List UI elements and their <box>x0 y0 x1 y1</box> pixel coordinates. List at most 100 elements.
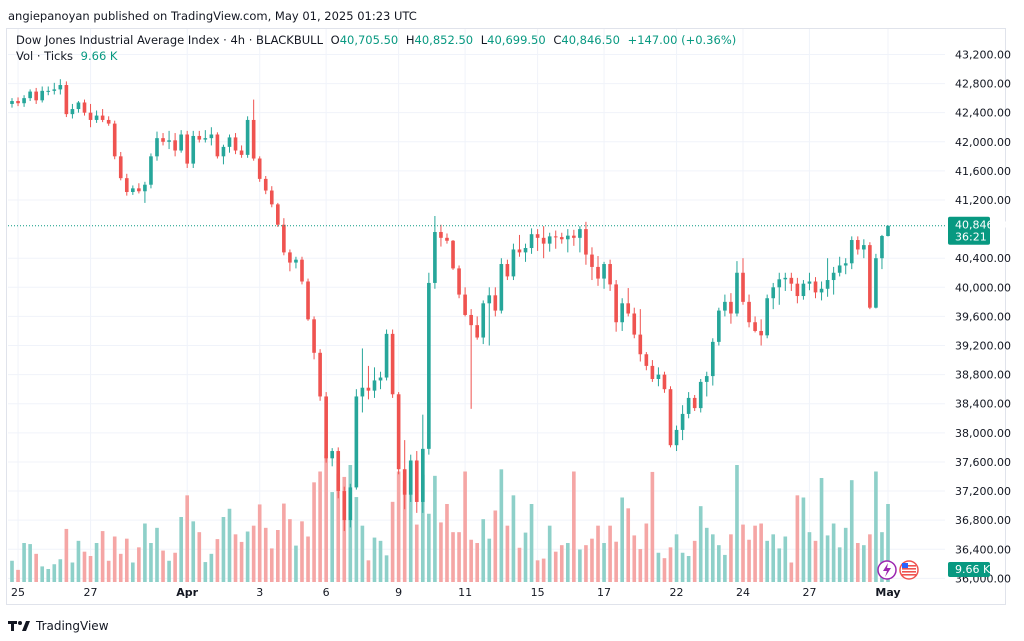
candle <box>203 130 208 143</box>
candle-body <box>517 249 522 253</box>
volume-bar <box>64 528 69 582</box>
candle-body <box>825 280 830 289</box>
volume-bar <box>336 473 341 582</box>
candle <box>288 249 292 272</box>
candle <box>795 277 800 304</box>
candle <box>245 116 250 158</box>
candle <box>807 272 812 291</box>
volume-bar <box>354 497 359 582</box>
volume-bar <box>535 560 540 582</box>
candle <box>348 483 353 528</box>
candle-body <box>662 374 667 390</box>
volume-legend[interactable]: Vol · Ticks 9.66 K <box>16 49 121 64</box>
candle-body <box>173 140 177 151</box>
candle-body <box>167 140 171 142</box>
volume-bar <box>366 560 371 582</box>
candle <box>729 293 733 324</box>
open-value: 40,705.50 <box>339 33 399 47</box>
candle <box>584 221 588 265</box>
candle-body <box>475 325 479 338</box>
tradingview-footer[interactable]: TradingView <box>8 617 109 635</box>
volume-bar <box>759 523 763 582</box>
countdown-label: 36:21 <box>955 231 987 244</box>
candle-body <box>76 102 81 110</box>
candle <box>499 258 504 314</box>
candle-body <box>451 240 455 269</box>
candle <box>644 352 649 371</box>
candle <box>10 98 14 108</box>
y-tick-label: 39,600.00 <box>955 310 1011 323</box>
volume-bar <box>499 469 504 582</box>
candle-body <box>602 264 606 279</box>
candle <box>698 378 703 413</box>
tradingview-logo-icon <box>8 621 30 631</box>
volume-bar <box>76 540 81 582</box>
volume-bar <box>862 545 866 582</box>
candle-body <box>547 236 552 244</box>
candle-body <box>843 263 848 266</box>
candle <box>76 101 81 113</box>
volume-bar <box>221 517 226 582</box>
volume-bar <box>112 536 117 582</box>
volume-bar <box>541 558 546 582</box>
candle <box>620 298 624 331</box>
volume-bar <box>559 545 564 582</box>
x-tick-label: 22 <box>670 586 684 599</box>
candle-body <box>723 301 727 311</box>
x-tick-label: 11 <box>458 586 472 599</box>
candle <box>402 440 407 510</box>
volume-tag <box>948 562 990 577</box>
candle-body <box>112 123 117 157</box>
volume-bar <box>167 560 171 582</box>
volume-bar <box>753 525 757 582</box>
x-tick-label: 3 <box>256 586 263 599</box>
candle-body <box>390 333 395 395</box>
price-axis: 43,200.00 42,800.00 42,400.00 42,000.00 41,6… <box>955 48 1011 585</box>
candle-body <box>457 268 461 295</box>
ohlc-legend[interactable]: Dow Jones Industrial Average Index · 4h … <box>16 33 740 48</box>
candle-body <box>565 235 570 240</box>
flag-stripe <box>902 568 916 570</box>
volume-bar <box>789 562 794 582</box>
volume-bar <box>692 540 697 582</box>
candle <box>886 225 890 237</box>
candle-body <box>433 232 437 283</box>
candle-body <box>656 374 661 379</box>
low-value: 40,699.50 <box>487 33 546 47</box>
volume-bar <box>161 550 165 582</box>
candle-body <box>765 298 769 336</box>
volume-bar <box>197 532 202 582</box>
candle <box>191 130 196 168</box>
candle <box>330 448 335 467</box>
candle-body <box>596 266 600 279</box>
candle <box>124 173 129 196</box>
candle-body <box>771 287 776 299</box>
volume-bar <box>517 547 522 582</box>
candle-body <box>203 138 208 140</box>
volume-bar <box>777 548 782 582</box>
candle <box>783 272 788 291</box>
candle <box>650 360 655 382</box>
candle <box>408 454 413 502</box>
volume-bar <box>578 549 582 582</box>
candle <box>70 103 75 119</box>
candle <box>547 232 552 252</box>
candle-body <box>52 89 57 91</box>
candle <box>433 216 437 289</box>
volume-bar <box>475 543 479 582</box>
candle-body <box>650 365 655 379</box>
volume-bar <box>118 553 123 582</box>
open-key: O <box>330 33 340 47</box>
candle-body <box>185 134 190 164</box>
candle-body <box>638 334 643 355</box>
candle-body <box>421 448 425 502</box>
candle-body <box>179 134 183 151</box>
candle <box>390 329 395 398</box>
y-tick-label: 42,000.00 <box>955 136 1011 149</box>
volume-bar <box>680 552 685 582</box>
volume-bar <box>457 532 461 582</box>
candle-body <box>366 387 371 391</box>
volume-bar <box>572 471 576 582</box>
candle <box>100 109 105 123</box>
